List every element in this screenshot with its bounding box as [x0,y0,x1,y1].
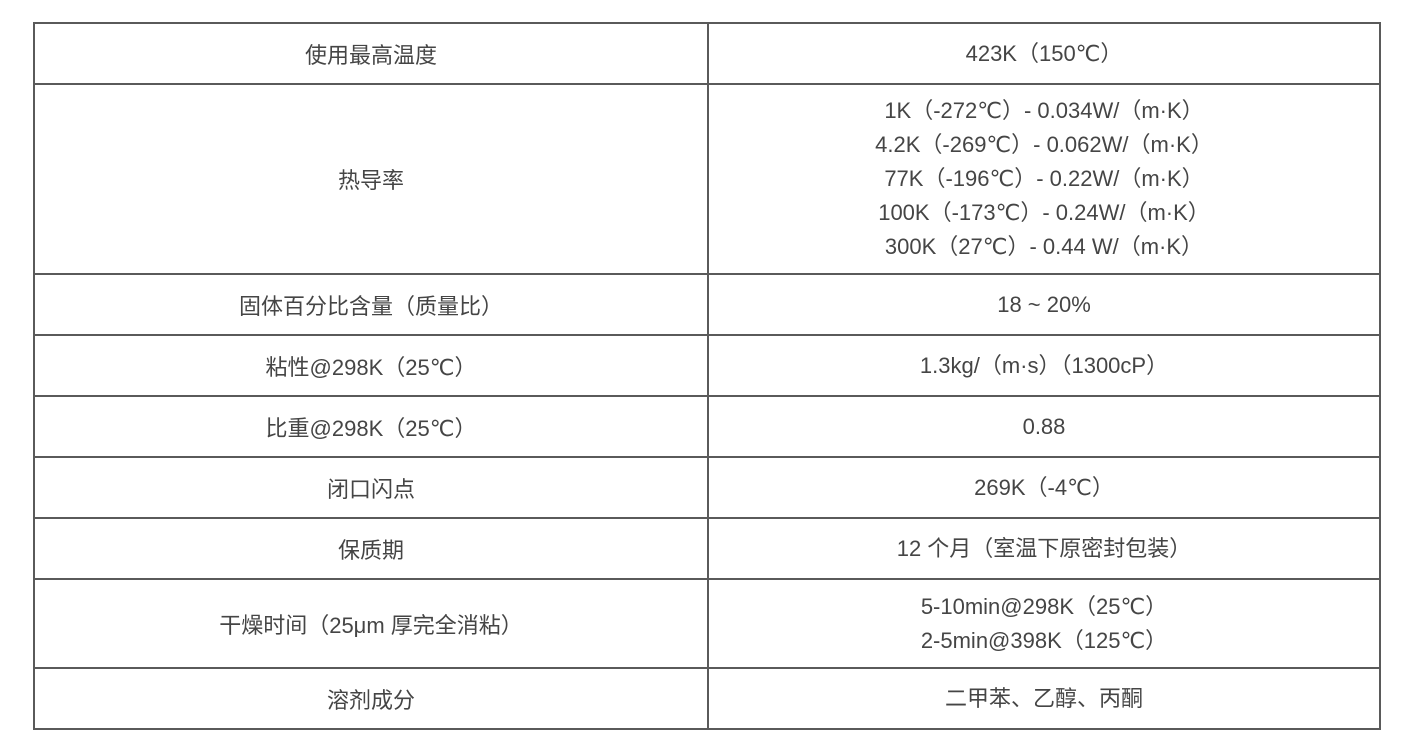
value-line: 269K（-4℃） [974,474,1114,500]
property-value: 423K（150℃） [707,22,1381,85]
value-line: 12 个月（室温下原密封包装） [896,535,1192,561]
property-name: 固体百分比含量（质量比） [33,273,709,336]
value-line: 二甲苯、乙醇、丙酮 [944,685,1143,711]
property-name: 保质期 [33,517,709,580]
value-line: 5-10min@298K（25℃） [920,593,1168,619]
value-line: 423K（150℃） [965,40,1123,66]
value-line: 1.3kg/（m·s）（1300cP） [919,352,1169,378]
table-row: 使用最高温度 423K（150℃） [33,22,1381,85]
property-value: 二甲苯、乙醇、丙酮 [707,667,1381,730]
property-name: 比重@298K（25℃） [33,395,709,458]
table-row: 粘性@298K（25℃） 1.3kg/（m·s）（1300cP） [33,334,1381,397]
value-line: 100K（-173℃）- 0.24W/（m·K） [878,200,1210,225]
property-value: 0.88 [707,395,1381,458]
value-line: 4.2K（-269℃）- 0.062W/（m·K） [875,132,1213,157]
property-name: 使用最高温度 [33,22,709,85]
value-line: 18 ~ 20% [997,291,1091,317]
value-line: 1K（-272℃）- 0.034W/（m·K） [884,98,1204,123]
properties-table: 使用最高温度 423K（150℃） 热导率 1K（-272℃）- 0.034W/（m·… [33,22,1381,730]
property-name: 闭口闪点 [33,456,709,519]
value-line: 300K（27℃）- 0.44 W/（m·K） [884,234,1204,259]
value-line: 2-5min@398K（125℃） [920,627,1168,653]
table-row: 保质期 12 个月（室温下原密封包装） [33,517,1381,580]
property-value: 269K（-4℃） [707,456,1381,519]
property-name: 干燥时间（25μm 厚完全消粘） [33,578,709,669]
property-value: 12 个月（室温下原密封包装） [707,517,1381,580]
table-row: 闭口闪点 269K（-4℃） [33,456,1381,519]
table-row: 溶剂成分 二甲苯、乙醇、丙酮 [33,667,1381,730]
value-line: 0.88 [1022,413,1066,439]
table-row: 固体百分比含量（质量比） 18 ~ 20% [33,273,1381,336]
table-row: 热导率 1K（-272℃）- 0.034W/（m·K） 4.2K（-269℃）- 0… [33,83,1381,275]
property-value: 18 ~ 20% [707,273,1381,336]
property-name: 热导率 [33,83,709,275]
property-value: 5-10min@298K（25℃） 2-5min@398K（125℃） [707,578,1381,669]
property-name: 溶剂成分 [33,667,709,730]
property-value: 1.3kg/（m·s）（1300cP） [707,334,1381,397]
property-value: 1K（-272℃）- 0.034W/（m·K） 4.2K（-269℃）- 0.06… [707,83,1381,275]
value-line: 77K（-196℃）- 0.22W/（m·K） [884,166,1204,191]
table-row: 干燥时间（25μm 厚完全消粘） 5-10min@298K（25℃） 2-5min@… [33,578,1381,669]
property-name: 粘性@298K（25℃） [33,334,709,397]
table-row: 比重@298K（25℃） 0.88 [33,395,1381,458]
